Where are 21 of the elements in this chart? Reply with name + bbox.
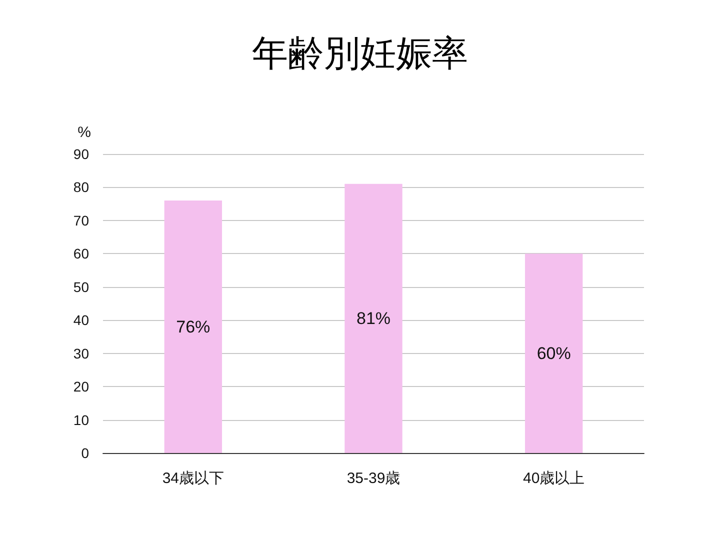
y-tick-label: 40 [73,312,90,328]
y-axis-title: % [78,124,91,141]
x-tick-label: 35-39歳 [346,470,400,487]
y-tick-label: 60 [73,246,90,262]
x-tick-label: 34歳以下 [162,470,224,487]
data-label: 76% [176,317,210,336]
y-tick-label: 90 [73,146,90,162]
y-tick-label: 70 [73,212,90,228]
y-tick-label: 30 [73,345,90,362]
chart-title: 年齢別妊娠率 [252,32,468,74]
y-tick-label: 0 [81,445,90,461]
y-tick-label: 20 [73,378,90,395]
bar [344,184,402,453]
y-tick-label: 10 [73,412,90,428]
bar [524,254,583,453]
bar [164,200,222,453]
y-tick-label: 80 [73,179,90,196]
data-label: 81% [356,308,391,328]
y-tick-label: 50 [73,278,90,295]
x-tick-label: 40歳以上 [522,470,585,487]
data-label: 60% [536,344,571,363]
